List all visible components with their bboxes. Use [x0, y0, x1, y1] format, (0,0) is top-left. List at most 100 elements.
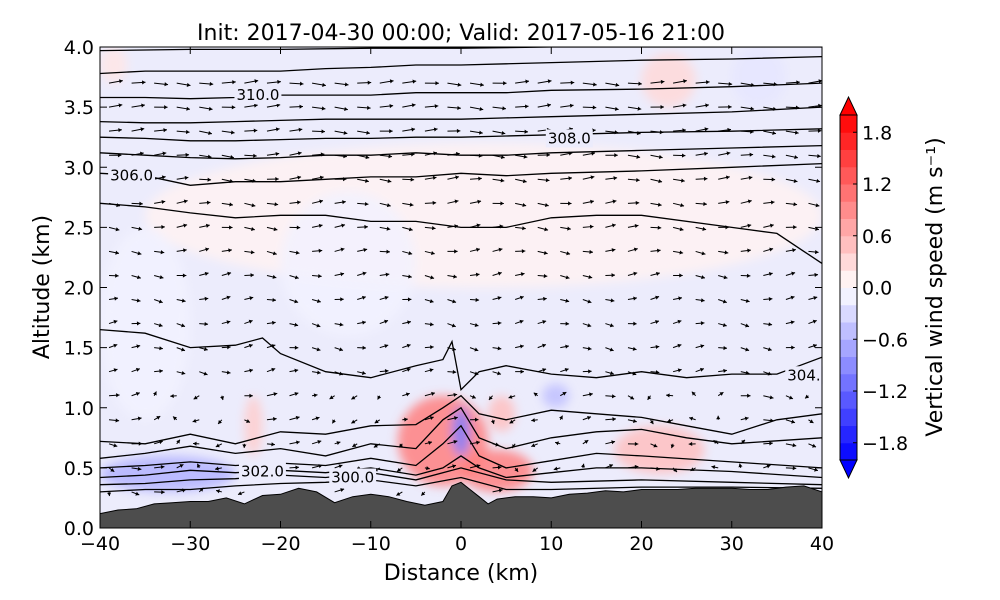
- wind-vector: [221, 178, 234, 184]
- wind-vector: [334, 177, 347, 182]
- wind-vector: [718, 368, 727, 373]
- wind-vector-head: [509, 419, 514, 424]
- wind-vector-head: [248, 319, 253, 324]
- wind-vector: [266, 177, 279, 182]
- wind-vector: [244, 368, 254, 373]
- wind-vector-head: [503, 81, 507, 86]
- wind-vector: [627, 296, 637, 301]
- wind-vector-head: [152, 391, 157, 396]
- wind-vector-head: [139, 201, 143, 206]
- wind-vector: [199, 200, 211, 205]
- wind-vector: [108, 202, 121, 208]
- wind-vector: [334, 106, 348, 111]
- wind-vector-head: [476, 464, 481, 469]
- wind-vector-head: [704, 151, 708, 156]
- wind-vector-head: [118, 128, 122, 133]
- wind-vector-head: [161, 175, 166, 180]
- wind-vector-head: [773, 82, 778, 87]
- x-tick-label: 0: [455, 533, 467, 555]
- wind-vector-head: [772, 106, 777, 111]
- contour-label-background: [545, 129, 593, 148]
- wind-vector-head: [275, 177, 279, 182]
- isentrope-line: [100, 162, 822, 186]
- wind-vector: [221, 248, 232, 253]
- wind-vector: [176, 273, 187, 278]
- wind-vector-head: [387, 179, 392, 184]
- wind-vector-head: [141, 103, 145, 108]
- downdraft-region: [542, 383, 570, 408]
- wind-vector: [357, 130, 371, 135]
- wind-vector-head: [320, 152, 325, 157]
- wind-vector: [672, 368, 682, 373]
- wind-vector-head: [794, 155, 798, 160]
- wind-vector-head: [429, 299, 434, 304]
- wind-vector: [492, 154, 505, 160]
- wind-vector: [716, 415, 721, 420]
- colorbar-segment: [840, 408, 857, 426]
- wind-vector-head: [630, 395, 635, 400]
- downdraft-region: [451, 407, 471, 456]
- wind-vector: [396, 491, 403, 496]
- wind-vector-head: [246, 419, 251, 423]
- wind-vector-head: [181, 323, 186, 328]
- wind-vector-head: [728, 81, 733, 87]
- wind-vector-head: [273, 392, 278, 397]
- wind-vector: [763, 106, 777, 111]
- wind-vector: [627, 130, 641, 136]
- isentrope-line: [100, 82, 822, 100]
- wind-vector-head: [429, 416, 434, 421]
- wind-vector-head: [476, 440, 480, 445]
- contour-label-background: [329, 468, 377, 487]
- wind-vector-head: [322, 82, 326, 87]
- wind-vector-head: [683, 79, 687, 84]
- wind-vector: [785, 225, 797, 230]
- wind-vector-head: [457, 82, 462, 87]
- wind-vector: [469, 247, 481, 252]
- wind-vector: [627, 371, 637, 376]
- wind-vector-head: [565, 298, 570, 303]
- wind-vector: [176, 129, 190, 135]
- wind-vector-head: [185, 129, 190, 135]
- wind-vector-head: [297, 175, 302, 180]
- wind-vector: [379, 369, 389, 374]
- wind-vector: [334, 272, 345, 277]
- wind-vector-head: [249, 296, 254, 301]
- wind-vector-head: [110, 467, 115, 472]
- wind-vector-head: [587, 416, 591, 420]
- wind-vector-head: [315, 416, 320, 421]
- wind-vector-head: [633, 296, 637, 301]
- wind-vector-head: [614, 130, 619, 135]
- wind-vector: [237, 491, 245, 496]
- wind-vector-head: [766, 464, 771, 469]
- wind-vector-head: [430, 251, 435, 256]
- wind-vector-head: [136, 321, 141, 326]
- wind-vector-head: [716, 415, 721, 420]
- wind-vector: [357, 295, 367, 301]
- wind-vector: [221, 202, 234, 207]
- wind-vector: [334, 347, 344, 352]
- wind-vector: [266, 151, 280, 157]
- wind-vector: [537, 343, 547, 349]
- wind-vector-head: [192, 418, 197, 423]
- wind-vector-head: [176, 439, 180, 444]
- contour-label: 308.0: [548, 129, 591, 147]
- wind-vector: [402, 202, 414, 207]
- wind-vector: [582, 82, 597, 87]
- wind-vector: [199, 223, 210, 228]
- wind-vector: [266, 79, 281, 84]
- wind-vector-head: [497, 371, 501, 376]
- wind-vector-head: [474, 347, 479, 352]
- y-tick-label: 2.0: [64, 278, 94, 300]
- wind-vector-head: [453, 274, 457, 279]
- wind-vector-head: [610, 298, 615, 303]
- wind-vector-head: [340, 247, 345, 252]
- wind-vector-head: [277, 79, 281, 84]
- wind-vector: [108, 443, 118, 448]
- wind-vector: [172, 416, 178, 421]
- wind-vector: [373, 443, 381, 448]
- wind-vector: [667, 418, 674, 423]
- wind-vector: [627, 464, 639, 469]
- wind-vector-head: [746, 273, 751, 278]
- wind-vector: [131, 226, 143, 231]
- wind-vector: [357, 271, 367, 276]
